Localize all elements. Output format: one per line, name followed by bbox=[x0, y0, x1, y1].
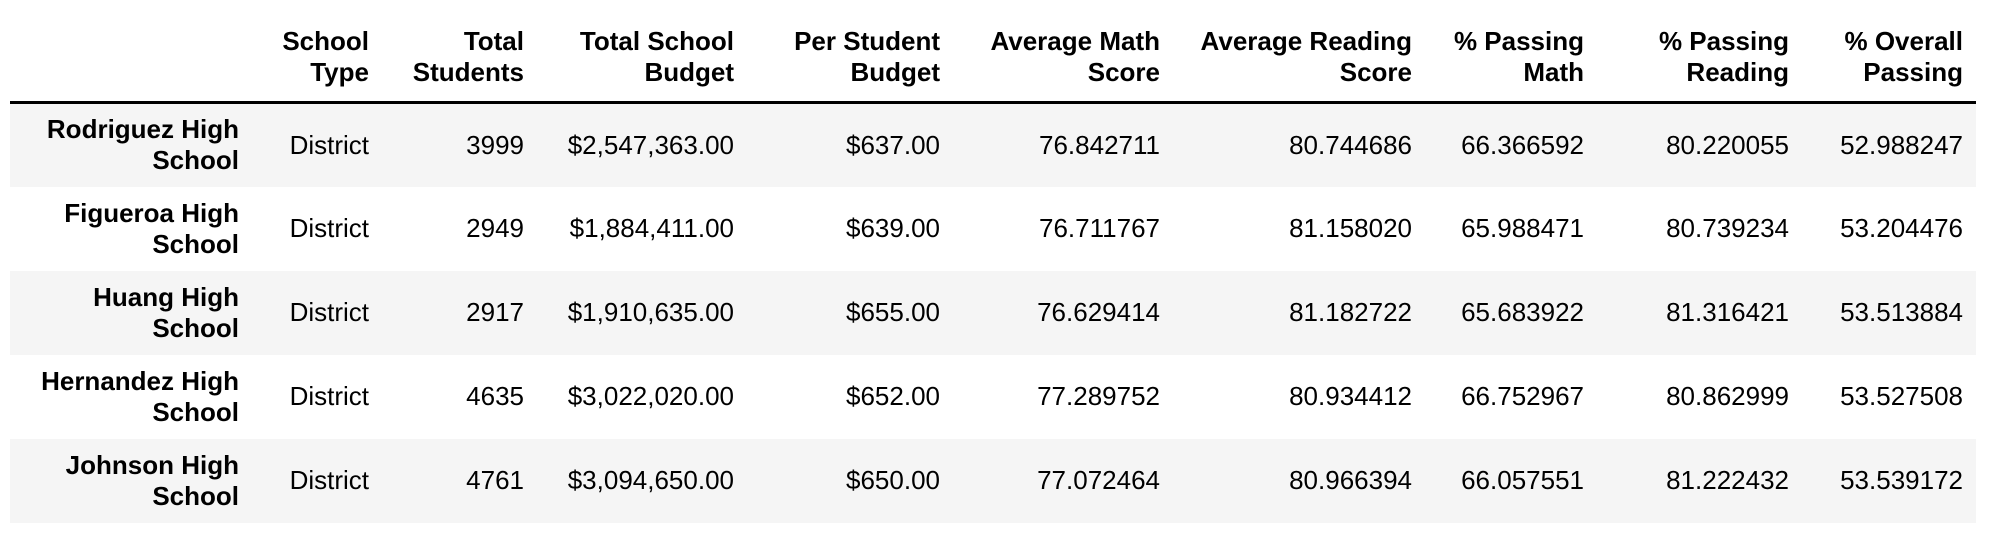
table-cell: 81.158020 bbox=[1289, 213, 1412, 243]
column-header-school-type: School Type bbox=[252, 8, 382, 104]
row-index-cell: Johnson High School bbox=[65, 449, 239, 511]
table-cell: 66.057551 bbox=[1461, 465, 1584, 495]
table-cell: 66.366592 bbox=[1461, 129, 1584, 160]
table-cell: 53.527508 bbox=[1840, 381, 1963, 411]
table-cell: 52.988247 bbox=[1840, 129, 1963, 160]
table-cell: 80.966394 bbox=[1289, 465, 1412, 495]
table-row-hernandez: Hernandez High School District 4635 $3,0… bbox=[10, 354, 1976, 439]
table-cell: 76.842711 bbox=[1039, 129, 1160, 160]
table-body: Rodriguez High School District 3999 $2,5… bbox=[10, 102, 1976, 523]
table-cell: 53.513884 bbox=[1840, 297, 1963, 327]
row-index-cell: Rodriguez High School bbox=[46, 114, 239, 176]
column-header-per-student-budget: Per Student Budget bbox=[747, 8, 953, 104]
table-cell: District bbox=[289, 297, 369, 327]
table-cell: 77.289752 bbox=[1037, 381, 1160, 411]
column-header-average-math-score: Average Math Score bbox=[953, 8, 1173, 104]
table-cell: 77.072464 bbox=[1037, 465, 1160, 495]
table-cell: 53.204476 bbox=[1840, 213, 1963, 243]
table-cell: 81.316421 bbox=[1666, 297, 1789, 327]
column-header-average-reading-score: Average Reading Score bbox=[1173, 8, 1425, 104]
index-corner-cell bbox=[10, 8, 252, 104]
table-cell: 53.539172 bbox=[1840, 465, 1963, 495]
table-cell: 2917 bbox=[466, 297, 524, 327]
table-cell: $655.00 bbox=[846, 297, 940, 327]
table-header: School Type Total Students Total School … bbox=[10, 8, 1976, 104]
table-cell: 76.711767 bbox=[1039, 213, 1160, 243]
table-cell: 80.220055 bbox=[1666, 129, 1789, 160]
table-cell: 81.222432 bbox=[1666, 465, 1789, 495]
header-row: School Type Total Students Total School … bbox=[10, 8, 1976, 104]
column-header-pct-passing-reading: % Passing Reading bbox=[1597, 8, 1802, 104]
table-cell: 65.988471 bbox=[1461, 213, 1584, 243]
table-cell: 4761 bbox=[466, 465, 524, 495]
table-cell: $650.00 bbox=[846, 465, 940, 495]
dataframe-table: School Type Total Students Total School … bbox=[10, 8, 1976, 523]
table-cell: $1,884,411.00 bbox=[569, 213, 734, 243]
table-cell: $3,094,650.00 bbox=[567, 465, 734, 495]
table-cell: $652.00 bbox=[846, 381, 940, 411]
table-cell: 4635 bbox=[466, 381, 524, 411]
table-cell: 2949 bbox=[466, 213, 524, 243]
row-index-cell: Figueroa High School bbox=[64, 197, 239, 259]
table-cell: 80.934412 bbox=[1289, 381, 1412, 411]
table-cell: $639.00 bbox=[846, 213, 940, 243]
table-cell: 80.862999 bbox=[1666, 381, 1789, 411]
table-cell: District bbox=[289, 213, 369, 243]
table-cell: District bbox=[289, 129, 369, 160]
dataframe-output: School Type Total Students Total School … bbox=[10, 8, 1993, 523]
table-cell: $3,022,020.00 bbox=[567, 381, 734, 411]
row-index-cell: Huang High School bbox=[93, 281, 239, 343]
table-row-rodriguez: Rodriguez High School District 3999 $2,5… bbox=[10, 102, 1976, 187]
table-cell: $637.00 bbox=[846, 129, 940, 160]
table-cell: $1,910,635.00 bbox=[567, 297, 734, 327]
table-cell: District bbox=[289, 381, 369, 411]
table-cell: 80.744686 bbox=[1289, 129, 1412, 160]
table-cell: 81.182722 bbox=[1289, 297, 1412, 327]
table-row-johnson: Johnson High School District 4761 $3,094… bbox=[10, 438, 1976, 523]
table-cell: 80.739234 bbox=[1666, 213, 1789, 243]
row-index-cell: Hernandez High School bbox=[41, 365, 239, 427]
table-row-huang: Huang High School District 2917 $1,910,6… bbox=[10, 270, 1976, 355]
table-cell: 65.683922 bbox=[1461, 297, 1584, 327]
column-header-total-students: Total Students bbox=[382, 8, 537, 104]
table-cell: $2,547,363.00 bbox=[567, 129, 734, 160]
table-cell: District bbox=[289, 465, 369, 495]
table-cell: 3999 bbox=[466, 129, 524, 160]
table-row-figueroa: Figueroa High School District 2949 $1,88… bbox=[10, 186, 1976, 271]
table-cell: 66.752967 bbox=[1461, 381, 1584, 411]
column-header-pct-overall-passing: % Overall Passing bbox=[1802, 8, 1976, 104]
table-cell: 76.629414 bbox=[1037, 297, 1160, 327]
column-header-pct-passing-math: % Passing Math bbox=[1425, 8, 1597, 104]
column-header-total-school-budget: Total School Budget bbox=[537, 8, 747, 104]
